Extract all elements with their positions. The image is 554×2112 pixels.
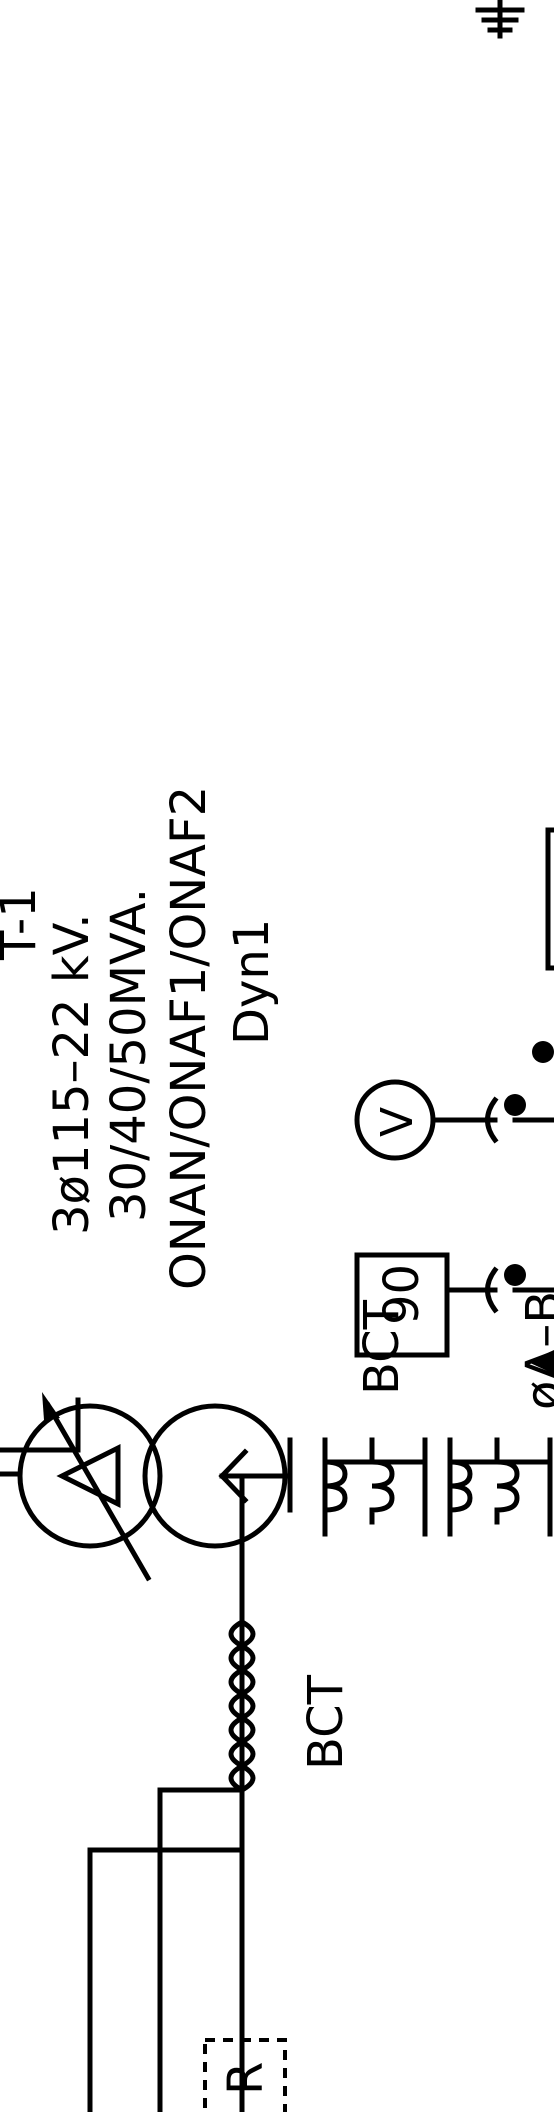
phase-label: øA–B — [516, 1291, 554, 1410]
transformer-cooling: ONAN/ONAF1/ONAF2 — [161, 786, 217, 1290]
relay-r-box: R — [203, 2038, 287, 2112]
transformer-power-rating: 30/40/50MVA. — [101, 888, 157, 1222]
ct-upper-icon — [322, 1437, 428, 1537]
voltmeter-label: V — [372, 1107, 423, 1137]
transformer-vector-group: Dyn1 — [224, 919, 280, 1045]
ground-icon — [475, 0, 525, 39]
phase-arrow-icon — [528, 1350, 554, 1374]
voltmeter-circle-icon: V — [354, 1079, 554, 1161]
transformer-icon — [17, 1392, 293, 1582]
bct-upper-label: BCT — [354, 1299, 410, 1395]
transformer-rating-block: T-1 3ø115–22 kV. 30/40/50MVA. ONAN/ONAF1… — [0, 786, 280, 1290]
bct-lower-label: BCT — [298, 1674, 354, 1770]
connection-dot — [532, 1041, 554, 1063]
relay-r-label: R — [218, 2062, 274, 2095]
transformer-voltage-rating: 3ø115–22 kV. — [44, 913, 100, 1235]
transformer-name: T-1 — [0, 887, 47, 961]
right-edge-box — [545, 827, 554, 971]
ct-lower-icon — [447, 1437, 553, 1537]
relay-90-box: 90 — [354, 1252, 554, 1358]
neutral-bct-coil — [87, 1473, 256, 2112]
relay-90-label: 90 — [374, 1264, 430, 1325]
